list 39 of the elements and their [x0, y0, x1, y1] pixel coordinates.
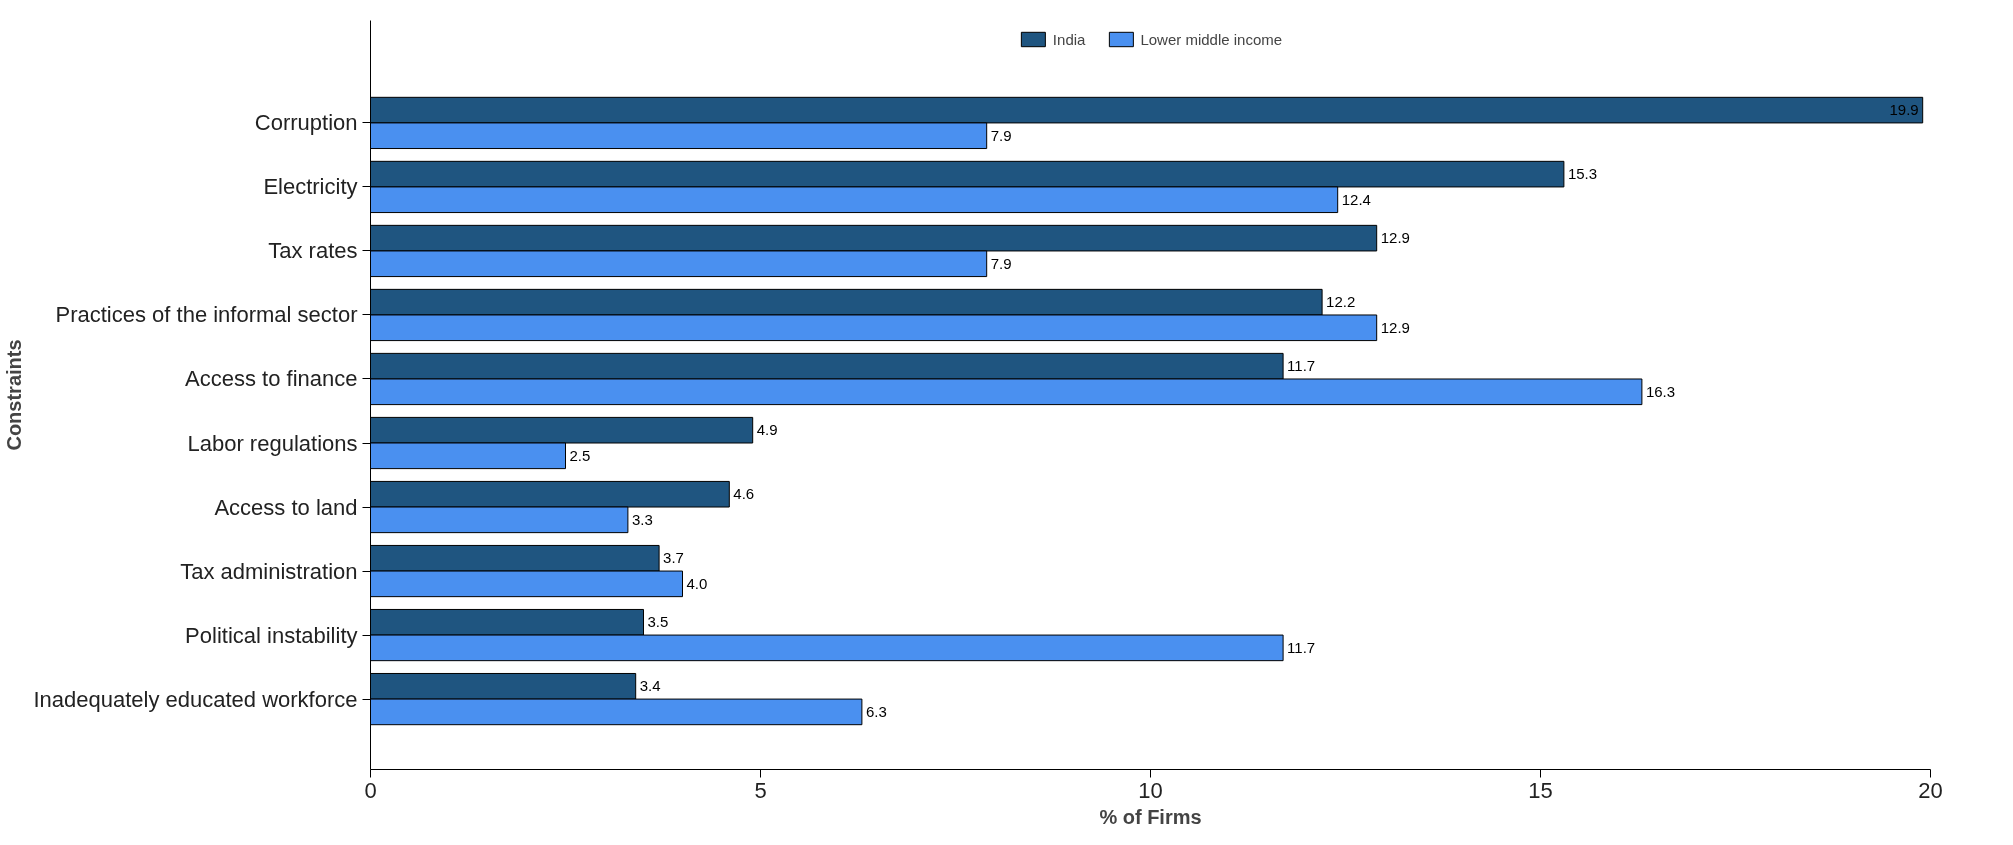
y-tick-label: Electricity	[263, 174, 358, 200]
data-label: 4.0	[686, 574, 708, 592]
data-label: 12.2	[1326, 293, 1356, 311]
legend-label: India	[1052, 30, 1086, 48]
y-tick-label: Corruption	[254, 110, 358, 136]
y-tick-label: Labor regulations	[187, 430, 358, 456]
data-label: 19.9	[1889, 101, 1919, 119]
data-label: 11.7	[1287, 357, 1316, 375]
y-tick-label: Access to finance	[185, 366, 358, 392]
y-tick-label: Access to land	[214, 494, 358, 520]
y-tick-label: Political instability	[185, 622, 358, 648]
y-tick-label: Tax administration	[180, 558, 358, 584]
data-label: 4.9	[756, 421, 778, 439]
y-tick-label: Tax rates	[268, 238, 358, 264]
x-tick-label: 20	[1918, 777, 1943, 803]
x-tick-label: 0	[364, 777, 377, 803]
data-label: 3.7	[663, 549, 684, 567]
y-tick-label: Practices of the informal sector	[55, 302, 358, 328]
y-axis-title: Constraints	[3, 339, 26, 451]
x-axis-title: % of Firms	[1099, 805, 1202, 828]
legend-label: Lower middle income	[1140, 30, 1283, 48]
x-tick-label: 15	[1528, 777, 1553, 803]
data-label: 2.5	[569, 446, 591, 464]
data-label: 12.9	[1380, 229, 1410, 247]
data-label: 3.4	[639, 677, 661, 695]
data-label: 12.9	[1380, 318, 1410, 336]
x-tick-label: 5	[754, 777, 767, 803]
data-label: 16.3	[1645, 382, 1676, 400]
data-label: 12.4	[1341, 190, 1371, 208]
data-label: 4.6	[733, 485, 755, 503]
data-label: 3.3	[631, 510, 653, 528]
data-label: 7.9	[990, 126, 1012, 144]
data-label: 3.5	[647, 613, 669, 631]
x-tick-label: 10	[1138, 777, 1163, 803]
data-label: 7.9	[990, 254, 1012, 272]
y-tick-label: Inadequately educated workforce	[33, 686, 358, 712]
data-label: 15.3	[1567, 165, 1598, 183]
data-label: 6.3	[865, 702, 887, 720]
data-label: 11.7	[1287, 638, 1316, 656]
